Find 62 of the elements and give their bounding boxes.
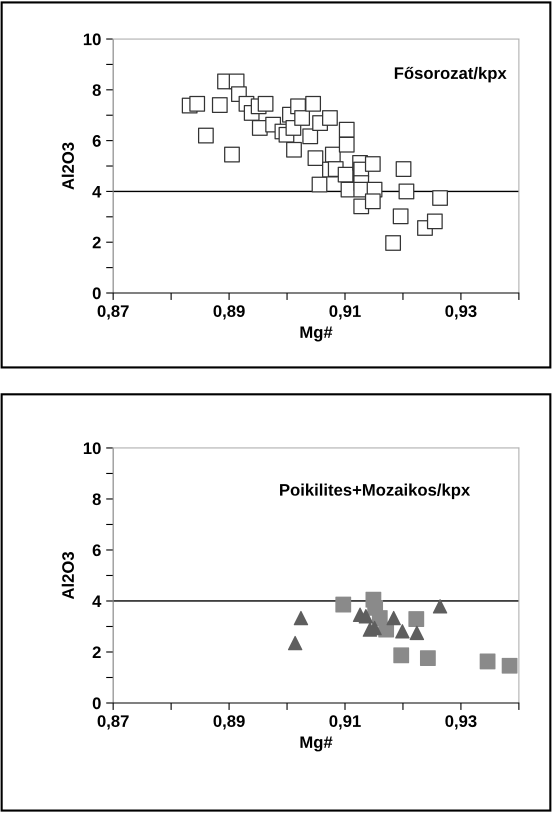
x-tick-label: 0,91 xyxy=(329,715,361,730)
point xyxy=(189,96,206,112)
y-tick-label: 0 xyxy=(92,697,101,710)
point xyxy=(305,96,322,112)
x-tick-label: 0,89 xyxy=(214,715,245,730)
point xyxy=(335,596,352,612)
y-tick-label: 4 xyxy=(92,596,102,608)
point xyxy=(364,193,381,210)
point xyxy=(410,626,424,640)
point xyxy=(308,150,324,166)
point xyxy=(358,609,374,624)
point xyxy=(294,610,308,626)
point xyxy=(480,654,496,670)
y-tick-label: 10 xyxy=(84,442,101,454)
x-tick-label: 0,93 xyxy=(445,715,477,730)
point xyxy=(502,658,518,674)
point xyxy=(338,122,355,138)
y-tick-label: 6 xyxy=(92,544,101,556)
point xyxy=(288,636,302,650)
point xyxy=(364,156,381,172)
point xyxy=(322,110,338,126)
point xyxy=(302,128,318,144)
point xyxy=(312,176,328,192)
point xyxy=(432,599,448,614)
x-tick-label: 0,91 xyxy=(329,305,361,320)
point xyxy=(398,184,414,200)
x-axis-title: Mg# xyxy=(300,736,332,752)
point xyxy=(212,97,228,113)
y-axis-title: Al2O3 xyxy=(62,552,74,600)
x-axis-title: Mg# xyxy=(300,326,332,342)
text: Poikilites+Mozaikos/kpx xyxy=(280,484,470,500)
point xyxy=(395,624,410,639)
point xyxy=(420,650,436,666)
point xyxy=(432,190,448,206)
point xyxy=(224,146,240,162)
text: Fősorozat/kpx xyxy=(394,66,507,82)
y-tick-label: 4 xyxy=(92,186,102,198)
x-tick-label: 0,93 xyxy=(445,305,477,320)
point xyxy=(198,128,214,144)
y-tick-label: 8 xyxy=(92,493,101,506)
y-tick-label: 10 xyxy=(84,33,101,46)
point xyxy=(426,213,443,230)
y-tick-label: 6 xyxy=(92,135,101,147)
x-tick-label: 0,89 xyxy=(214,305,245,320)
y-axis-title: Al2O3 xyxy=(62,142,74,190)
point xyxy=(338,136,355,153)
point xyxy=(386,610,401,626)
x-tick-label: 0,87 xyxy=(98,305,129,320)
point xyxy=(294,110,310,126)
point xyxy=(258,96,274,112)
point xyxy=(396,161,412,177)
y-tick-label: 2 xyxy=(92,646,101,658)
point xyxy=(393,647,410,664)
point xyxy=(338,166,354,183)
x-tick-label: 0,87 xyxy=(98,715,129,730)
y-tick-label: 2 xyxy=(92,236,101,248)
point xyxy=(392,208,409,224)
y-tick-label: 0 xyxy=(92,287,101,300)
y-tick-label: 8 xyxy=(92,84,101,96)
point xyxy=(286,142,302,158)
point xyxy=(385,235,402,251)
point xyxy=(408,611,424,627)
